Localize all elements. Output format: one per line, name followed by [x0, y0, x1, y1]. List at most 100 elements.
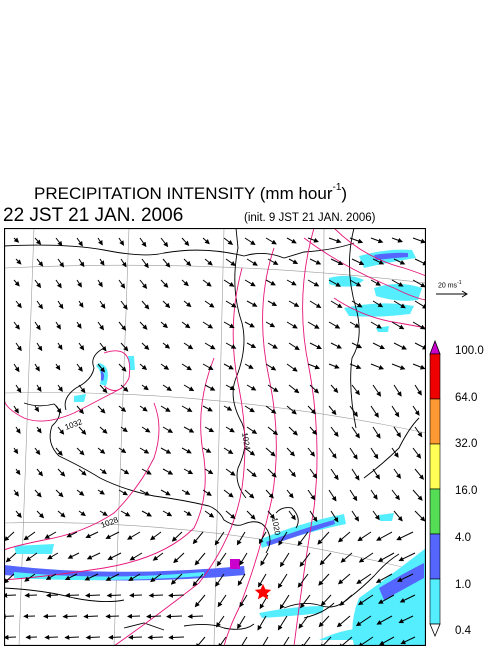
wind-vector-arrow [97, 405, 106, 414]
wind-vector-arrow [214, 531, 225, 546]
wind-vector-arrow [351, 258, 365, 265]
wind-vector-arrow [57, 258, 65, 268]
wind-vector-arrow [237, 573, 246, 586]
wind-vector-arrow [78, 426, 87, 435]
map-frame [4, 228, 426, 646]
wind-vector-arrow [83, 613, 99, 619]
wind-vector-arrow [307, 279, 320, 287]
wind-vector-arrow [183, 510, 192, 516]
wind-vector-arrow [181, 279, 189, 287]
wind-vector-arrow [181, 363, 192, 371]
wind-vector-arrow [330, 342, 342, 349]
wind-vector-arrow [393, 426, 401, 438]
wind-vector-arrow [330, 300, 343, 309]
wind-vector-arrow [412, 405, 420, 416]
wind-vector-arrow [225, 468, 236, 476]
wind-vector-arrow [36, 510, 45, 519]
wind-vector-arrow [36, 258, 44, 267]
wind-vector-arrow [277, 615, 288, 631]
wind-vector-arrow [139, 363, 148, 371]
wind-vector-arrow [84, 573, 99, 581]
wind-vector-arrow [351, 468, 360, 481]
wind-vector-arrow [357, 594, 374, 606]
wind-vector-arrow [277, 573, 288, 589]
wind-vector-arrow [13, 447, 19, 455]
wind-vector-arrow [106, 592, 122, 598]
wind-vector-arrow [238, 636, 248, 646]
wind-vector-arrow [34, 363, 40, 372]
wind-vector-arrow [76, 237, 83, 247]
wind-vector-arrow [236, 531, 246, 546]
wind-vector-arrow [267, 468, 277, 478]
wind-vector-arrow [244, 363, 254, 369]
wind-vector-arrow [246, 468, 257, 478]
wind-vector-arrow [340, 552, 353, 563]
wind-vector-arrow [278, 531, 288, 546]
wind-vector-arrow [76, 405, 84, 415]
wind-vector-arrow [13, 237, 20, 243]
wind-vector-arrow [412, 489, 423, 501]
wind-vector-arrow [152, 552, 164, 561]
wind-vector-arrow [192, 573, 204, 587]
wind-vector-arrow [97, 447, 106, 454]
wind-vector-arrow [349, 489, 358, 502]
wind-vector-arrow [309, 426, 318, 436]
colorbar-label: 1.0 [455, 579, 471, 591]
wind-vector-arrow [328, 405, 337, 416]
wind-vector-arrow [414, 258, 426, 266]
wind-vector-arrow [309, 384, 320, 394]
wind-vector-arrow [265, 405, 277, 414]
wind-vector-arrow [76, 321, 82, 329]
wind-vector-arrow [127, 613, 141, 619]
wind-vector-arrow [393, 300, 406, 309]
wind-vector-arrow [265, 321, 276, 328]
wind-vector-arrow [262, 636, 269, 646]
wind-vector-arrow [170, 573, 183, 585]
wind-vector-arrow [4, 613, 15, 619]
wind-vector-arrow [393, 468, 401, 479]
wind-vector-arrow [160, 279, 169, 288]
wind-vector-arrow [118, 363, 127, 372]
wind-vector-arrow [370, 237, 384, 244]
wind-vector-arrow [183, 384, 195, 392]
wind-vector-arrow [391, 321, 405, 330]
wind-vector-arrow [120, 342, 129, 352]
wind-vector-arrow [148, 592, 164, 598]
wind-vector-arrow [246, 300, 258, 307]
weather-map: 1032 1028 1024 1020 [4, 228, 426, 646]
wind-vector-arrow [349, 363, 362, 370]
wind-vector-arrow [129, 592, 143, 598]
wind-vector-arrow [162, 258, 171, 268]
wind-vector-arrow [330, 426, 339, 437]
wind-vector-arrow [414, 510, 426, 522]
wind-vector-arrow [399, 594, 416, 603]
wind-vector-arrow [257, 573, 267, 588]
wind-vector-arrow [414, 342, 426, 350]
wind-vector-arrow [267, 342, 278, 349]
wind-vector-arrow [223, 405, 233, 411]
wind-vector-arrow [76, 489, 85, 496]
wind-vector-arrow [225, 426, 235, 433]
wind-vector-arrow [202, 363, 214, 370]
wind-vector-arrow [370, 363, 385, 370]
wind-vector-arrow [246, 426, 258, 434]
wind-vector-arrow [76, 279, 82, 288]
wind-vector-arrow [372, 384, 382, 397]
wind-vector-arrow [288, 510, 296, 521]
wind-vector-arrow [349, 321, 360, 328]
wind-vector-arrow [370, 405, 379, 418]
wind-vector-arrow [171, 531, 183, 542]
wind-vector-arrow [55, 279, 62, 289]
wind-vector-arrow [246, 510, 256, 520]
wind-vector-arrow [97, 237, 103, 246]
wind-vector-arrow [85, 592, 101, 598]
wind-vector-arrow [47, 552, 59, 560]
wind-vector-arrow [128, 634, 143, 640]
wind-vector-arrow [398, 615, 414, 624]
wind-vector-arrow [267, 426, 279, 436]
wind-vector-arrow [86, 552, 101, 560]
wind-vector-arrow [181, 405, 193, 412]
wind-vector-arrow [215, 573, 225, 587]
wind-vector-arrow [118, 279, 126, 289]
wind-vector-arrow [105, 573, 120, 581]
